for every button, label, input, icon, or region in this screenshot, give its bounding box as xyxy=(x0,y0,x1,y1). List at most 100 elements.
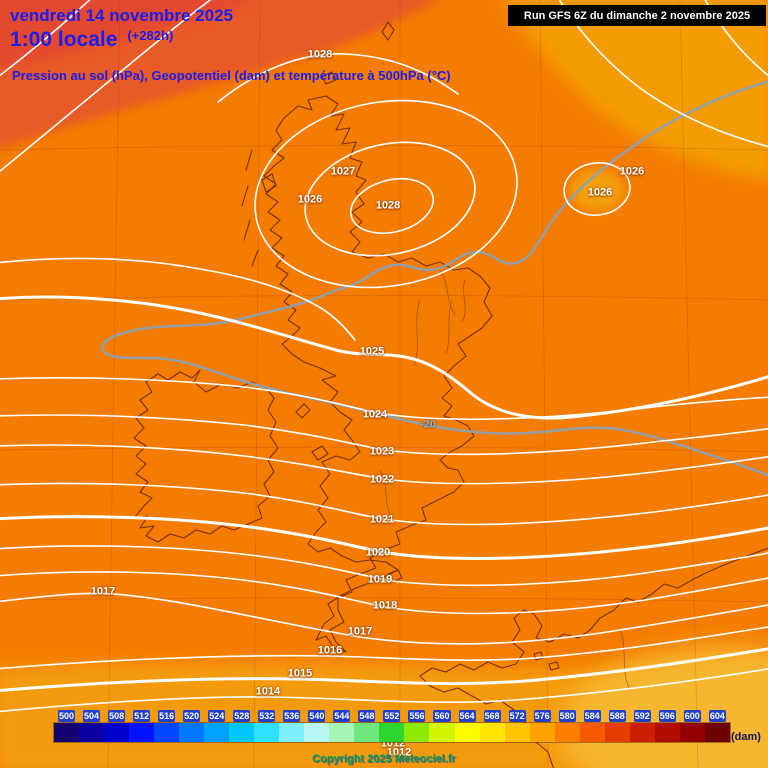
isobar-label: 1012 xyxy=(386,746,412,759)
colorbar-tick: 576 xyxy=(533,710,551,722)
colorbar-cell xyxy=(579,723,605,742)
colorbar-cell xyxy=(379,723,405,742)
colorbar-tick: 516 xyxy=(158,710,176,722)
colorbar-cell xyxy=(179,723,205,742)
isobars xyxy=(0,0,768,713)
colorbar-cell xyxy=(329,723,355,742)
colorbar-cell xyxy=(529,723,555,742)
isobar-label: 1026 xyxy=(587,186,613,199)
colorbar-tick: 596 xyxy=(658,710,676,722)
isobar-label: 1026 xyxy=(619,165,645,178)
colorbar-tick: 560 xyxy=(433,710,451,722)
map-subtitle: Pression au sol (hPa), Geopotentiel (dam… xyxy=(12,68,451,83)
colorbar-tick: 572 xyxy=(508,710,526,722)
isobar-label: 1017 xyxy=(90,585,116,598)
colorbar-tick: 600 xyxy=(683,710,701,722)
colorbar-cell xyxy=(129,723,155,742)
isobar-label: 1025 xyxy=(359,345,385,358)
copyright-text: Copyright 2025 Meteociel.fr xyxy=(312,753,456,765)
isobar-label: 1028 xyxy=(307,48,333,61)
colorbar-cell xyxy=(654,723,680,742)
colorbar-tick: 508 xyxy=(108,710,126,722)
isobar-label: 1020 xyxy=(365,546,391,559)
isobar-label: 1017 xyxy=(347,625,373,638)
isotherm-label: -20 xyxy=(420,418,436,431)
colorbar-cell xyxy=(79,723,105,742)
colorbar-cell xyxy=(454,723,480,742)
colorbar-tick: 532 xyxy=(258,710,276,722)
colorbar-tick: 540 xyxy=(308,710,326,722)
colorbar-cells xyxy=(53,722,731,743)
coastline-ireland xyxy=(133,369,279,543)
colorbar-cell xyxy=(679,723,705,742)
colorbar-cell xyxy=(704,723,730,742)
colorbar-cell xyxy=(229,723,255,742)
colorbar-ticks: 500 504 508 512 516 520 524 528 532 536 540 544 548 5… xyxy=(54,710,730,722)
inland-rivers xyxy=(379,269,631,691)
isobar-label: 1023 xyxy=(369,445,395,458)
colorbar-tick: 520 xyxy=(183,710,201,722)
colorbar-cell xyxy=(279,723,305,742)
colorbar-tick: 584 xyxy=(583,710,601,722)
colorbar-cell xyxy=(304,723,330,742)
colorbar-tick: 588 xyxy=(608,710,626,722)
model-run-text: Run GFS 6Z du dimanche 2 novembre 2025 xyxy=(523,9,751,22)
isobar-label: 1028 xyxy=(375,199,401,212)
model-run-info: Run GFS 6Z du dimanche 2 novembre 2025 xyxy=(508,5,766,26)
coastline-france xyxy=(419,547,768,768)
colorbar-tick: 568 xyxy=(483,710,501,722)
isle-of-wight xyxy=(387,569,403,583)
isobar-label: 1022 xyxy=(369,473,395,486)
colorbar-tick: 604 xyxy=(708,710,726,722)
colorbar-cell xyxy=(604,723,630,742)
colorbar-cell xyxy=(429,723,455,742)
colorbar-tick: 512 xyxy=(133,710,151,722)
isotherm-lines xyxy=(100,80,768,477)
colorbar-tick: 580 xyxy=(558,710,576,722)
colorbar-tick: 524 xyxy=(208,710,226,722)
colorbar-tick: 504 xyxy=(83,710,101,722)
colorbar-tick: 592 xyxy=(633,710,651,722)
colorbar-cell xyxy=(104,723,130,742)
isobar-label: 1021 xyxy=(369,513,395,526)
colorbar-cell xyxy=(479,723,505,742)
forecast-offset: (+282h) xyxy=(127,28,174,43)
colorbar-cell xyxy=(354,723,380,742)
colorbar-unit: (dam) xyxy=(731,731,761,743)
colorbar-cell xyxy=(404,723,430,742)
colorbar-tick: 536 xyxy=(283,710,301,722)
colorbar-tick: 528 xyxy=(233,710,251,722)
colorbar-cell xyxy=(629,723,655,742)
isobar-label: 1026 xyxy=(297,193,323,206)
isle-of-man xyxy=(295,403,311,419)
colorbar-tick: 500 xyxy=(58,710,76,722)
colorbar-cell xyxy=(204,723,230,742)
forecast-date: vendredi 14 novembre 2025 xyxy=(10,6,234,25)
colorbar-tick: 556 xyxy=(408,710,426,722)
hebrides-islands xyxy=(241,149,277,267)
isobar-label: 1018 xyxy=(372,599,398,612)
colorbar-tick: 552 xyxy=(383,710,401,722)
colorbar-tick: 548 xyxy=(358,710,376,722)
colorbar-tick: 564 xyxy=(458,710,476,722)
isobar-label: 1019 xyxy=(367,573,393,586)
colorbar-cell xyxy=(154,723,180,742)
isobar-label: 1012 xyxy=(380,737,406,750)
forecast-time: 1:00 locale (+282h) xyxy=(10,28,173,52)
colorbar-cell xyxy=(554,723,580,742)
colorbar-cell xyxy=(254,723,280,742)
isobar-label: 1024 xyxy=(362,408,388,421)
isobar-label: 1015 xyxy=(287,667,313,680)
colorbar-tick: 544 xyxy=(333,710,351,722)
isobar-label: 1027 xyxy=(330,165,356,178)
anglesey-island xyxy=(311,445,329,461)
forecast-time-text: 1:00 locale xyxy=(10,28,118,51)
colorbar-cell xyxy=(504,723,530,742)
orkney-shetland-islands xyxy=(321,21,395,85)
isobar-label: 1016 xyxy=(317,644,343,657)
coastline-great-britain xyxy=(263,95,493,653)
isobar-label: 1014 xyxy=(255,685,281,698)
